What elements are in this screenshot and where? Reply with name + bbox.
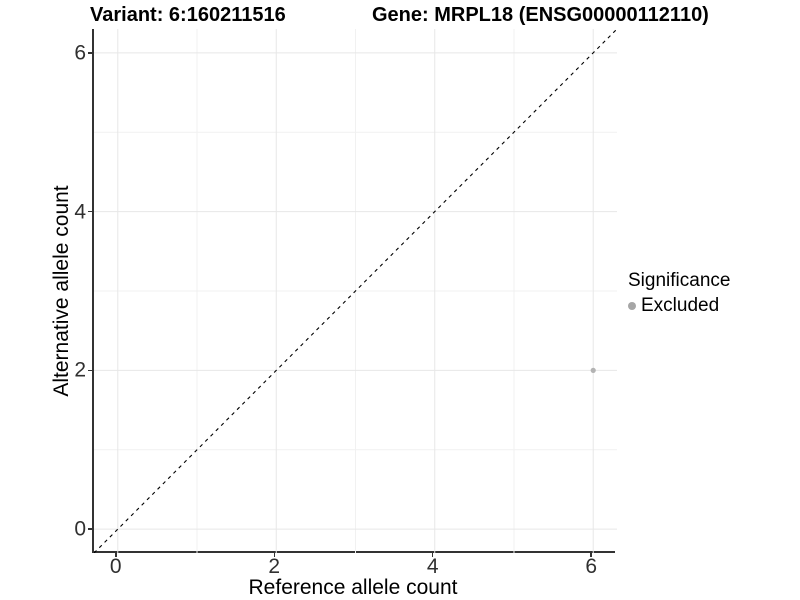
plot-area-svg bbox=[94, 29, 617, 553]
y-tick-label: 6 bbox=[74, 41, 86, 65]
excluded-dot-icon bbox=[628, 302, 636, 310]
y-tick-mark bbox=[88, 528, 92, 530]
x-tick-label: 2 bbox=[268, 555, 281, 578]
y-tick-mark bbox=[88, 210, 92, 213]
y-tick-mark bbox=[88, 52, 92, 54]
data-point bbox=[590, 367, 596, 373]
legend: Significance Excluded bbox=[628, 270, 730, 317]
y-tick-label: 0 bbox=[74, 517, 86, 541]
x-tick-mark bbox=[431, 553, 434, 557]
x-tick-label: 6 bbox=[585, 555, 598, 578]
legend-title: Significance bbox=[628, 270, 731, 291]
x-axis-label: Reference allele count bbox=[248, 576, 458, 599]
x-tick-mark bbox=[115, 553, 117, 557]
legend-item-excluded: Excluded bbox=[628, 295, 730, 317]
x-tick-label: 0 bbox=[109, 555, 122, 578]
variant-title: Variant: 6:160211516 bbox=[90, 4, 286, 26]
gene-title: Gene: MRPL18 (ENSG00000112110) bbox=[372, 4, 709, 26]
y-axis-label: Alternative allele count bbox=[50, 185, 73, 397]
y-tick-label: 4 bbox=[74, 200, 86, 224]
identity-dashed-line bbox=[94, 29, 617, 553]
x-tick-mark bbox=[590, 553, 592, 557]
y-tick-mark bbox=[88, 369, 92, 372]
x-tick-label: 4 bbox=[426, 555, 439, 578]
plot-panel bbox=[92, 29, 617, 553]
x-tick-mark bbox=[273, 553, 275, 557]
legend-item-label: Excluded bbox=[641, 295, 720, 316]
y-tick-label: 2 bbox=[74, 358, 86, 382]
